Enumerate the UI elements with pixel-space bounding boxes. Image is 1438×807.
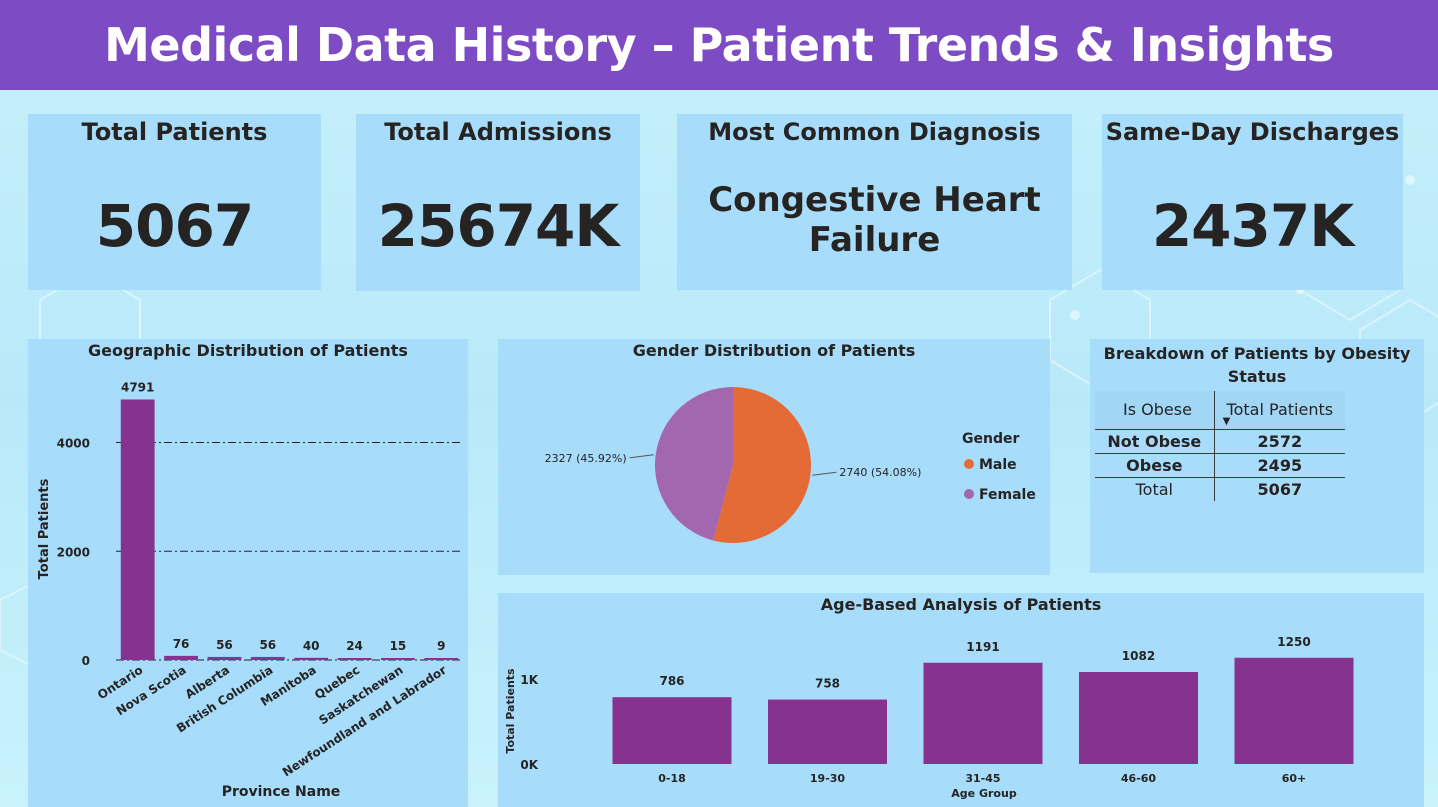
y-tick-label: 4000 xyxy=(57,437,90,451)
data-label: 15 xyxy=(390,639,407,653)
y-axis-title: Total Patients xyxy=(37,478,52,579)
row-value: 2495 xyxy=(1214,452,1345,477)
bar xyxy=(294,657,329,660)
table-title-line-2: Status xyxy=(1227,367,1287,386)
kpi-card-total-admissions[interactable]: Total Admissions 25674K xyxy=(356,114,640,291)
diagnosis-line-1: Congestive Heart xyxy=(708,180,1041,220)
kpi-card-common-diagnosis[interactable]: Most Common Diagnosis Congestive Heart F… xyxy=(677,114,1072,290)
table-title-line-1: Breakdown of Patients by Obesity xyxy=(1103,344,1411,363)
kpi-card-same-day-discharges[interactable]: Same-Day Discharges 2437K xyxy=(1102,114,1403,290)
data-label: 56 xyxy=(216,638,233,652)
x-tick-label: 0-18 xyxy=(658,772,686,785)
bar xyxy=(381,658,415,660)
geo-chart-card[interactable]: Geographic Distribution of Patients 0 200… xyxy=(28,339,468,807)
bar xyxy=(337,658,372,660)
data-label: 40 xyxy=(303,639,320,653)
table-total-row: Total 5067 xyxy=(1095,476,1345,501)
age-chart-card[interactable]: Age-Based Analysis of Patients 0K 1K 786 0-… xyxy=(498,593,1424,807)
leader-line xyxy=(629,454,654,459)
kpi-label: Most Common Diagnosis xyxy=(708,118,1041,146)
data-label: 2327 (45.92%) xyxy=(545,452,627,465)
y-tick-label: 2000 xyxy=(57,545,90,559)
bar xyxy=(612,697,732,764)
kpi-value: Congestive Heart Failure xyxy=(677,180,1072,260)
age-bar-chart: 0K 1K 786 0-18 758 19-30 1191 31-45 1082 46-60 125… xyxy=(504,635,1354,800)
legend-title: Gender xyxy=(962,431,1019,447)
data-label: 24 xyxy=(346,639,363,653)
bar xyxy=(207,656,242,660)
row-value: 2572 xyxy=(1214,428,1345,453)
row-label: Not Obese xyxy=(1095,428,1215,453)
x-axis-title: Age Group xyxy=(951,787,1017,800)
obesity-table: Is Obese Total Patients ▼ Not Obese 2572… xyxy=(1095,391,1345,501)
data-label: 56 xyxy=(259,638,276,652)
legend-swatch xyxy=(964,489,974,499)
y-tick-label: 0K xyxy=(520,758,538,772)
kpi-label: Total Patients xyxy=(81,118,268,146)
data-label: 1191 xyxy=(966,640,999,654)
bar xyxy=(923,662,1043,764)
kpi-value: 2437K xyxy=(1151,192,1354,260)
legend-swatch xyxy=(964,459,974,469)
bar xyxy=(1234,657,1354,764)
chart-title: Age-Based Analysis of Patients xyxy=(820,595,1102,614)
pie-slice-female xyxy=(654,387,733,541)
obesity-table-card[interactable]: Breakdown of Patients by Obesity Status … xyxy=(1090,339,1424,573)
diagnosis-line-2: Failure xyxy=(808,220,941,260)
bar xyxy=(1079,672,1198,764)
y-tick-label: 1K xyxy=(520,673,538,687)
bar xyxy=(164,655,198,660)
column-header-is-obese[interactable]: Is Obese xyxy=(1095,391,1215,429)
kpi-label: Total Admissions xyxy=(384,118,612,146)
y-axis-title: Total Patients xyxy=(504,668,517,754)
y-tick-label: 0 xyxy=(82,654,90,668)
legend-item: Male xyxy=(979,457,1017,473)
total-label: Total xyxy=(1095,476,1215,501)
legend-item: Female xyxy=(979,487,1036,503)
x-tick-label: 19-30 xyxy=(810,772,846,785)
row-label: Obese xyxy=(1095,452,1215,477)
table-title: Breakdown of Patients by Obesity Status xyxy=(1090,342,1424,388)
data-label: 758 xyxy=(815,677,840,691)
sort-down-icon[interactable]: ▼ xyxy=(1222,415,1231,427)
table-row[interactable]: Obese 2495 xyxy=(1095,452,1345,477)
bar xyxy=(768,699,887,764)
title-bar: Medical Data History – Patient Trends & … xyxy=(0,0,1438,90)
data-label: 9 xyxy=(437,639,445,653)
data-label: 1082 xyxy=(1122,649,1155,663)
data-label: 4791 xyxy=(121,380,154,394)
kpi-card-total-patients[interactable]: Total Patients 5067 xyxy=(28,114,321,290)
kpi-value: 25674K xyxy=(377,192,620,260)
x-axis-title: Province Name xyxy=(222,784,341,800)
kpi-value: 5067 xyxy=(95,192,254,260)
chart-title: Gender Distribution of Patients xyxy=(632,341,916,360)
column-header-total-patients[interactable]: Total Patients ▼ xyxy=(1214,391,1345,429)
x-tick-label: 46-60 xyxy=(1121,772,1157,785)
gender-chart-card[interactable]: Gender Distribution of Patients 2740 (54… xyxy=(498,339,1050,575)
chart-title: Geographic Distribution of Patients xyxy=(88,341,408,360)
kpi-label: Same-Day Discharges xyxy=(1105,118,1400,146)
pie-slice-male xyxy=(713,387,811,543)
bar xyxy=(250,656,285,660)
table-row[interactable]: Not Obese 2572 xyxy=(1095,428,1345,453)
bar xyxy=(120,399,155,660)
total-value: 5067 xyxy=(1214,476,1345,501)
column-header-label: Total Patients xyxy=(1226,400,1334,420)
data-label: 1250 xyxy=(1277,635,1310,649)
leader-line xyxy=(812,471,837,476)
x-tick-label: 60+ xyxy=(1282,772,1307,785)
data-label: 76 xyxy=(173,637,190,651)
page-title: Medical Data History – Patient Trends & … xyxy=(104,18,1334,72)
bar xyxy=(424,658,459,660)
x-tick-label: 31-45 xyxy=(965,772,1000,785)
data-label: 786 xyxy=(659,674,684,688)
data-label: 2740 (54.08%) xyxy=(839,466,921,479)
gender-pie-chart: 2740 (54.08%) 2327 (45.92%) Gender Male Fema… xyxy=(545,387,1036,543)
